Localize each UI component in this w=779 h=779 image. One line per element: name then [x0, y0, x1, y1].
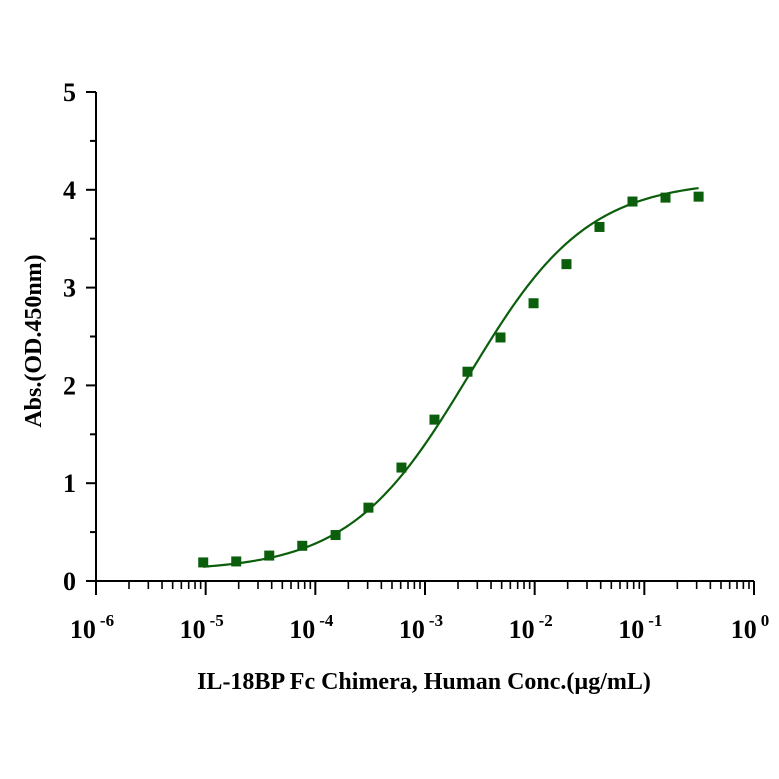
data-point	[561, 259, 572, 270]
x-tick-label: 10 0	[731, 611, 770, 644]
x-tick-label: 10 -2	[509, 611, 553, 644]
y-tick-label: 5	[63, 78, 76, 107]
data-point	[363, 502, 374, 513]
data-point	[528, 298, 539, 309]
data-point	[231, 556, 242, 567]
x-tick-label: 10 -3	[399, 611, 443, 644]
data-point	[627, 196, 638, 207]
x-axis-title: IL-18BP Fc Chimera, Human Conc.(µg/mL)	[197, 669, 651, 695]
data-points	[198, 191, 704, 568]
fit-curve	[203, 186, 699, 568]
x-tick-label: 10 -4	[289, 611, 334, 644]
y-axis-title: Abs.(OD.450nm)	[21, 254, 47, 427]
axes	[95, 92, 754, 582]
data-point	[594, 221, 605, 232]
data-point	[198, 557, 209, 568]
y-tick-label: 1	[63, 469, 76, 498]
y-tick-label: 0	[63, 567, 76, 596]
data-point	[429, 414, 440, 425]
data-point	[264, 550, 275, 561]
ticks	[86, 91, 755, 595]
x-tick-label: 10 -5	[180, 611, 224, 644]
y-tick-label: 4	[63, 176, 76, 205]
data-point	[396, 462, 407, 473]
data-point	[495, 332, 506, 343]
data-point	[462, 366, 473, 377]
y-tick-label: 2	[63, 371, 76, 400]
data-point	[297, 540, 308, 551]
x-tick-label: 10 -1	[618, 611, 662, 644]
data-point	[330, 530, 341, 541]
y-tick-label: 3	[63, 274, 76, 303]
data-point	[693, 191, 704, 202]
x-tick-label: 10 -6	[70, 611, 114, 644]
data-point	[660, 192, 671, 203]
tick-labels: 0 1 2 3 4 5 10 -6 10 -5 10 -4 10 -3 10 -2 10 -1 10 0	[63, 78, 769, 644]
